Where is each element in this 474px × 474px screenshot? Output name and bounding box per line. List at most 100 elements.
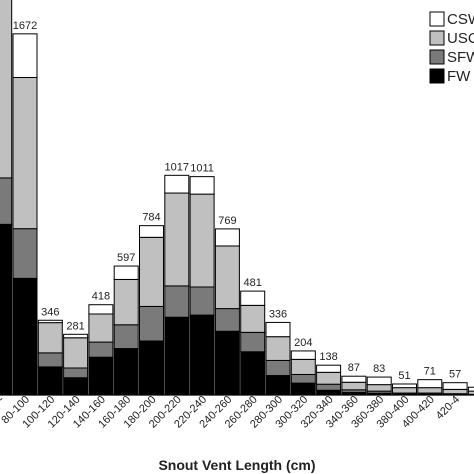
- bar-segment-sfw-60-80: [12, 228, 38, 279]
- bar-segment-fw-300-320: [316, 389, 342, 396]
- legend-label-csw: CSW: [447, 11, 474, 28]
- bar-total-label-360-380: 51: [398, 370, 410, 382]
- bar-total-label-240-260: 481: [244, 277, 262, 289]
- bar-segment-usc-300-320: [316, 371, 342, 385]
- legend-label-fw: FW: [447, 68, 471, 85]
- bars-layer: [0, 0, 474, 396]
- legend-swatch-csw: [429, 11, 445, 27]
- bar-segment-csw-200-220: [189, 176, 215, 195]
- bar-segment-csw-420-440: [467, 386, 474, 392]
- bar-segment-csw-80-100: [37, 319, 63, 324]
- legend-swatch-usc: [429, 30, 445, 46]
- bar-segment-sfw-80-100: [37, 352, 63, 368]
- bar-segment-csw-300-320: [316, 364, 342, 373]
- bar-segment-usc-240-260: [240, 304, 266, 333]
- bar-total-label-320-340: 87: [348, 362, 360, 374]
- bar-segment-fw-180-200: [164, 316, 190, 396]
- bar-segment-fw-220-240: [214, 330, 240, 396]
- bar-total-label-100-120: 281: [66, 320, 84, 332]
- bar-segment-fw-260-280: [265, 375, 291, 396]
- bar-segment-fw-280-300: [290, 382, 316, 396]
- bar-segment-usc-160-180: [139, 236, 164, 307]
- bar-segment-csw-280-300: [290, 350, 316, 360]
- bar-segment-sfw-180-200: [164, 285, 190, 318]
- bar-segment-sfw-240-260: [240, 331, 266, 353]
- bar-total-label-340-360: 83: [373, 363, 385, 375]
- bar-segment-usc-340-360: [366, 384, 392, 392]
- bar-segment-csw-340-360: [366, 376, 392, 386]
- bar-total-label-380-400: 71: [424, 366, 436, 378]
- bar-segment-fw-160-180: [139, 340, 164, 396]
- bar-total-label-300-320: 138: [319, 351, 337, 363]
- bar-segment-fw-200-220: [189, 314, 215, 396]
- bar-segment-fw-60-80: [12, 277, 38, 396]
- legend: CSW USC SFW FW: [429, 11, 474, 85]
- bar-segment-usc-280-300: [290, 358, 316, 375]
- bar-segment-usc-220-240: [214, 245, 240, 310]
- x-tick-labels-layer: -80-100100-120120-140140-160160-180180-2…: [0, 393, 462, 430]
- bar-segment-usc-140-160: [113, 278, 139, 326]
- bar-segment-csw-320-340: [341, 375, 367, 383]
- bar-total-label-280-300: 204: [294, 337, 312, 349]
- bar-segment-usc-100-120: [63, 337, 89, 369]
- bar-segment-usc-400-420: [442, 388, 468, 395]
- bar-segment-usc-180-200: [164, 192, 190, 287]
- bar-segment-sfw-clipped: [0, 177, 13, 225]
- bar-segment-usc-clipped: [0, 0, 13, 179]
- bar-segment-sfw-300-320: [316, 383, 342, 391]
- bar-segment-fw-120-140: [88, 356, 114, 396]
- bar-segment-usc-320-340: [341, 381, 367, 391]
- bar-segment-usc-380-400: [417, 387, 443, 394]
- bar-segment-sfw-100-120: [63, 367, 89, 379]
- bar-segment-csw-100-120: [63, 333, 89, 339]
- bar-segment-csw-60-80: [12, 33, 38, 78]
- bar-total-label-180-200: 1017: [165, 161, 189, 173]
- x-tick-label: -: [0, 393, 7, 404]
- bar-total-label-80-100: 346: [41, 306, 59, 318]
- bar-segment-sfw-280-300: [290, 373, 316, 384]
- bar-total-label-140-160: 597: [117, 252, 135, 264]
- bar-segment-csw-360-380: [392, 383, 417, 389]
- legend-label-usc: USC: [447, 30, 474, 47]
- legend-swatch-sfw: [429, 49, 445, 65]
- bar-segment-sfw-140-160: [113, 324, 139, 350]
- bar-segment-csw-240-260: [240, 290, 266, 306]
- bar-segment-csw-140-160: [113, 265, 139, 280]
- bar-segment-usc-60-80: [12, 76, 38, 230]
- bar-segment-sfw-260-280: [265, 359, 291, 377]
- bar-total-label-160-180: 784: [142, 212, 160, 224]
- legend-swatch-fw: [429, 68, 445, 84]
- bar-total-label-120-140: 418: [92, 291, 110, 303]
- bar-segment-csw-400-420: [442, 382, 468, 390]
- bar-total-label-200-220: 1011: [190, 163, 214, 175]
- total-labels-layer: 2216723462814185977841017101176948133620…: [13, 20, 461, 382]
- bar-segment-csw-160-180: [139, 225, 164, 238]
- bar-segment-fw-clipped: [0, 223, 13, 396]
- bar-total-label-220-240: 769: [218, 215, 236, 227]
- bar-segment-sfw-220-240: [214, 308, 240, 332]
- bar-segment-usc-360-380: [392, 387, 417, 394]
- bar-segment-fw-100-120: [63, 377, 89, 396]
- bar-segment-sfw-200-220: [189, 286, 215, 316]
- x-tick-label: 420-4: [434, 394, 462, 422]
- bar-total-label-400-420: 57: [449, 369, 461, 381]
- bar-segment-usc-200-220: [189, 193, 215, 288]
- bar-segment-csw-380-400: [417, 379, 443, 389]
- bar-segment-csw-120-140: [88, 304, 114, 315]
- x-axis-title: Snout Vent Length (cm): [158, 457, 315, 473]
- bar-segment-csw-180-200: [164, 174, 190, 194]
- bar-segment-usc-80-100: [37, 322, 63, 354]
- bar-segment-fw-80-100: [37, 366, 63, 396]
- bar-segment-csw-220-240: [214, 228, 240, 247]
- bar-segment-sfw-160-180: [139, 305, 164, 342]
- bar-segment-usc-120-140: [88, 313, 114, 343]
- bar-segment-fw-140-160: [113, 348, 139, 396]
- bar-segment-sfw-120-140: [88, 341, 114, 358]
- bar-total-label-60-80: 1672: [13, 20, 37, 32]
- bar-total-label-260-280: 336: [269, 308, 287, 320]
- bar-segment-fw-240-260: [240, 351, 266, 396]
- legend-label-sfw: SFW: [447, 49, 474, 66]
- bar-segment-usc-420-440: [467, 390, 474, 395]
- bar-segment-csw-260-280: [265, 321, 291, 338]
